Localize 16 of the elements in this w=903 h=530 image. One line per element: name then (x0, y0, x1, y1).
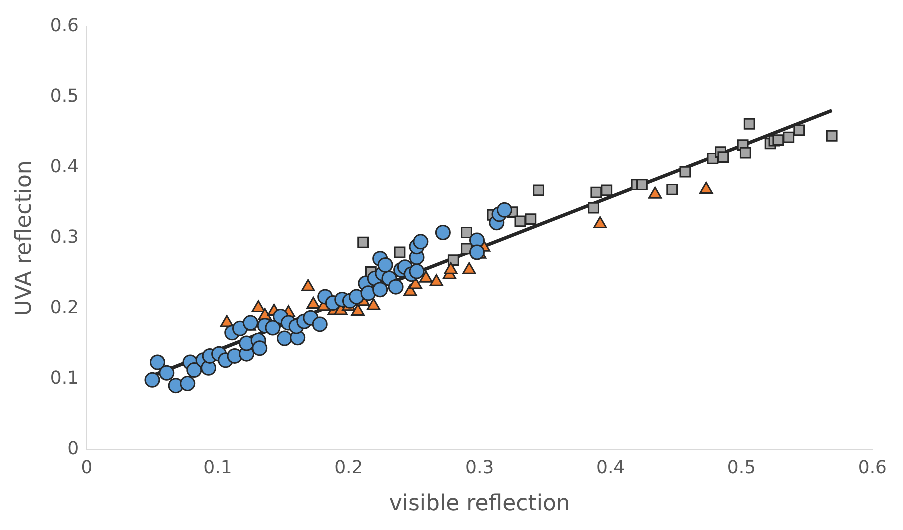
x-tick-label: 0.2 (334, 457, 364, 478)
x-axis-title: visible reflection (389, 492, 570, 517)
y-tick-label: 0.1 (50, 368, 80, 390)
x-tick-label: 0.6 (858, 457, 888, 478)
x-tick-label: 0.4 (596, 457, 626, 478)
x-tick-label: 0 (81, 457, 93, 478)
y-tick-label: 0.2 (50, 298, 80, 319)
y-tick-label: 0.5 (50, 86, 80, 108)
y-tick-label: 0 (68, 438, 80, 460)
y-tick-label: 0.6 (50, 15, 80, 36)
y-tick-label: 0.4 (50, 156, 80, 178)
x-tick-label: 0.3 (466, 457, 494, 478)
x-tick-label: 0.1 (204, 457, 232, 478)
x-tick-label: 0.5 (727, 457, 756, 478)
y-tick-label: 0.3 (50, 227, 80, 248)
y-axis-title: UVA reflection (12, 160, 37, 316)
